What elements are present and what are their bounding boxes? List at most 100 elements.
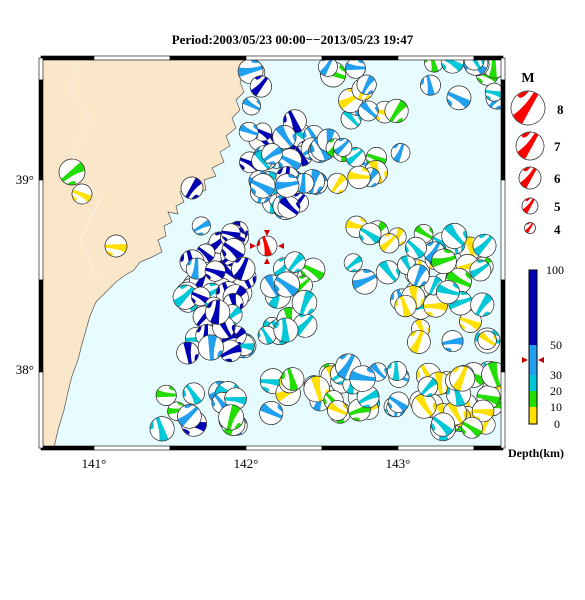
depth-band-50-100 [529,270,537,345]
prefecture-border [69,59,101,281]
beachball-icon [221,223,241,243]
depth-label-50: 50 [550,338,562,352]
beachball-icon [420,74,441,96]
beachball-icon [386,361,407,381]
beachball-icon [430,412,456,437]
red-triangle-marker-icon [278,243,284,249]
beachball-icon [352,269,378,295]
beachball-icon [449,365,476,392]
beachball-icon [149,416,175,442]
beachball-icon [375,260,400,285]
beachball-icon [221,238,246,262]
beachball-icon [180,176,204,200]
beachball-icon [461,416,483,439]
red-triangle-marker-icon [250,243,256,249]
magnitude-label-7: 7 [554,139,561,154]
magnitude-label-8: 8 [557,102,564,117]
beachball-icon [358,100,379,122]
beachball-icon [275,173,300,198]
beachball-icon [518,166,542,190]
beachball-icon [257,325,277,345]
beachball-icon [359,222,382,246]
red-arrow-pointer-icon [522,357,528,363]
red-triangle-marker-icon [264,230,270,236]
beachball-icon [249,75,272,98]
beachball-icon [384,98,409,123]
beachball-icon [521,197,539,215]
beachball-icon [197,334,224,361]
depth-band-20-30 [529,375,537,391]
red-arrow-pointer-icon [538,357,544,363]
beachball-icon [231,256,256,281]
lon-tick-142: 142° [234,456,259,471]
magnitude-legend-heading: M [521,71,534,86]
depth-scale-frame [528,269,538,425]
beachball-icon [250,173,276,199]
magnitude-label-4: 4 [554,222,561,237]
beachball-icon [411,393,437,419]
longitude-axis: 141° 142° 143° [82,456,411,471]
beachball-icon [343,253,363,273]
beachball-icon [431,248,457,275]
beachball-icon [394,294,417,318]
beachball-icon [407,264,430,287]
beachball-icon [280,367,305,391]
beachball-icon [293,173,315,194]
beachball-icon [469,259,492,282]
depth-band-0-10 [529,407,537,424]
depth-color-scale: 100 50 30 20 10 0 Depth(km) [508,263,564,460]
beachball-icon [345,58,366,79]
beachball-icon [303,375,330,403]
red-triangle-marker-icon [264,258,270,264]
beachball-icon [300,257,326,283]
depth-label-0: 0 [554,417,560,431]
beachball-icon [104,234,128,258]
beachball-icon [441,330,464,353]
beachball-icon [404,236,427,259]
lon-tick-143: 143° [386,456,411,471]
beachball-icon [261,143,283,165]
beachball-icon [349,365,376,392]
beachball-icon [345,147,366,168]
beachball-icon [172,284,198,310]
beachball-icon [407,330,431,354]
depth-label-10: 10 [550,400,562,414]
beachball-icon [185,257,208,280]
beachball-icon [177,404,202,429]
beachball-icon [470,292,495,317]
beachball-icon [441,222,468,249]
beachball-icon [446,85,472,111]
beachball-icon [515,131,545,161]
beachball-icon [326,172,348,194]
beachball-icon [176,341,200,365]
beachball-icon [277,195,301,219]
lat-tick-39: 39° [16,172,34,187]
beachball-icon [218,404,245,431]
depth-band-10-20 [529,391,537,407]
lon-tick-141: 141° [82,456,107,471]
beachball-icon [484,82,503,102]
beachball-icon [472,233,497,258]
beachball-icon [242,96,261,116]
map-title: Period:2003/05/23 00:00−−2013/05/23 19:4… [171,32,414,47]
beachball-icon [347,165,371,189]
beachball-icon [58,158,86,186]
beachball-icon [436,280,460,305]
depth-label-20: 20 [550,384,562,398]
beachball-icon [71,183,93,205]
depth-label-100: 100 [546,263,564,277]
magnitude-label-6: 6 [554,171,561,186]
magnitude-label-5: 5 [554,199,561,214]
beachball-icon [274,271,300,298]
beachball-icon [524,222,536,234]
beachball-icon [204,260,226,282]
beachball-icon [273,317,299,343]
beachball-icon [256,235,278,257]
map-frame-ticks [38,55,506,451]
beachball-icon [379,233,400,254]
beachball-icon [284,251,306,273]
beachball-icon [155,384,177,406]
beachball-icon [327,400,348,421]
mainshock-marker [250,230,284,264]
